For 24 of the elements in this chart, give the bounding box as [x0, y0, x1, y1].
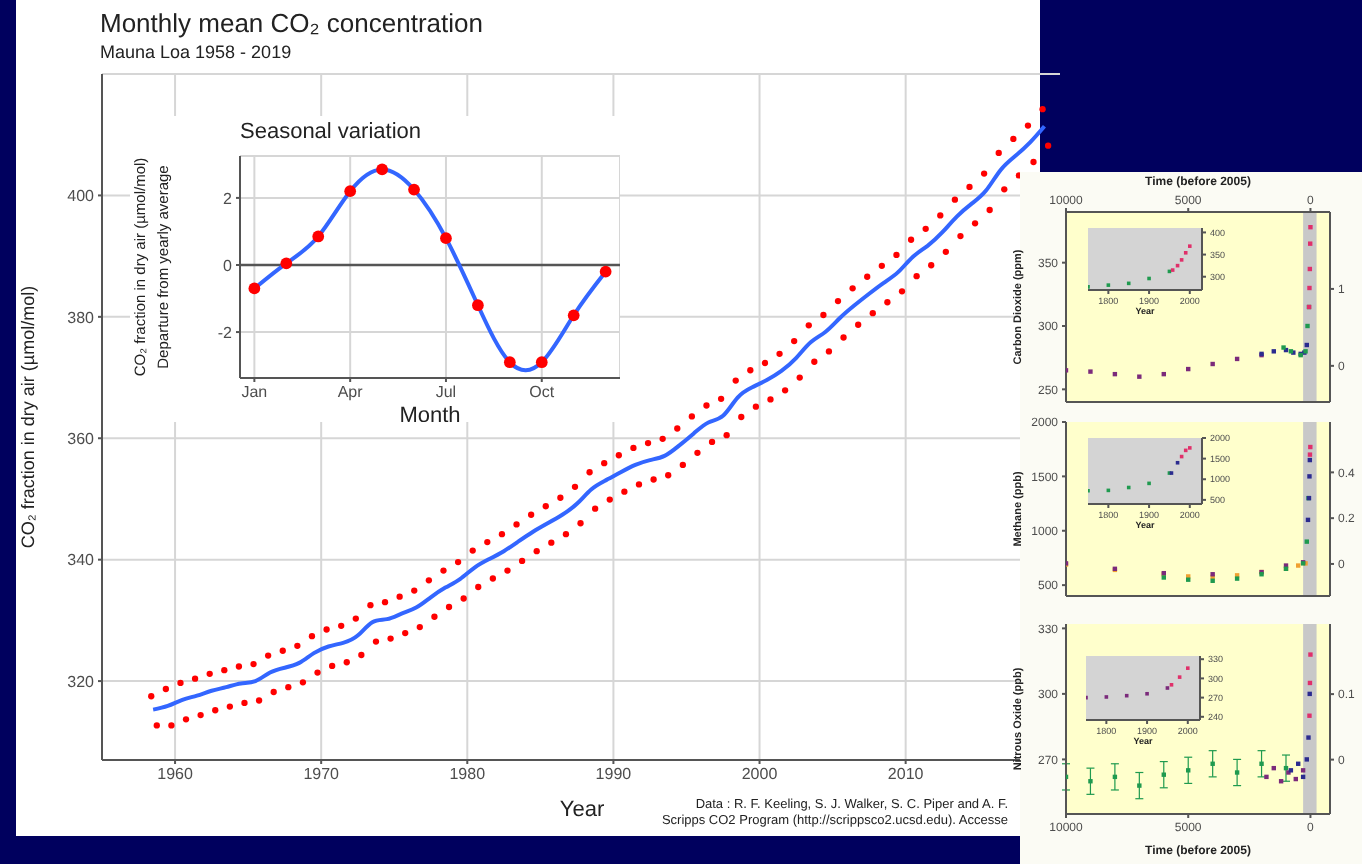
y-tick-label: 340	[67, 551, 96, 570]
y-tick-label: 0	[223, 256, 234, 275]
y-tick-label: 360	[67, 429, 96, 448]
x-tick-label: Jan	[241, 383, 268, 402]
y-tick-label: 320	[67, 672, 96, 691]
y-tick-label: -2	[217, 323, 234, 342]
x-tick-label: Oct	[529, 383, 556, 402]
x-axis-title: Year	[559, 798, 605, 822]
x-tick-label: 2000	[741, 765, 779, 784]
chart-title: Monthly mean CO₂ concentration	[100, 8, 483, 38]
x-tick-label: Jul	[435, 383, 457, 402]
x-axis-title: Month	[399, 404, 461, 428]
y-tick-label: 400	[67, 187, 96, 206]
x-tick-label: 1990	[595, 765, 633, 784]
y-tick-label: 380	[67, 308, 96, 327]
x-tick-label: 2010	[887, 765, 925, 784]
x-tick-label: 1980	[449, 765, 487, 784]
y-tick-label: 2	[223, 189, 234, 208]
y-axis-title: CO₂ fraction in dry air (µmol/mol)	[18, 285, 38, 549]
x-tick-label: Apr	[337, 383, 364, 402]
chart-title: Seasonal variation	[240, 120, 422, 144]
x-tick-label: 1960	[157, 765, 194, 784]
x-tick-label: 1970	[303, 765, 341, 784]
chart-subtitle: Mauna Loa 1958 - 2019	[100, 42, 292, 62]
